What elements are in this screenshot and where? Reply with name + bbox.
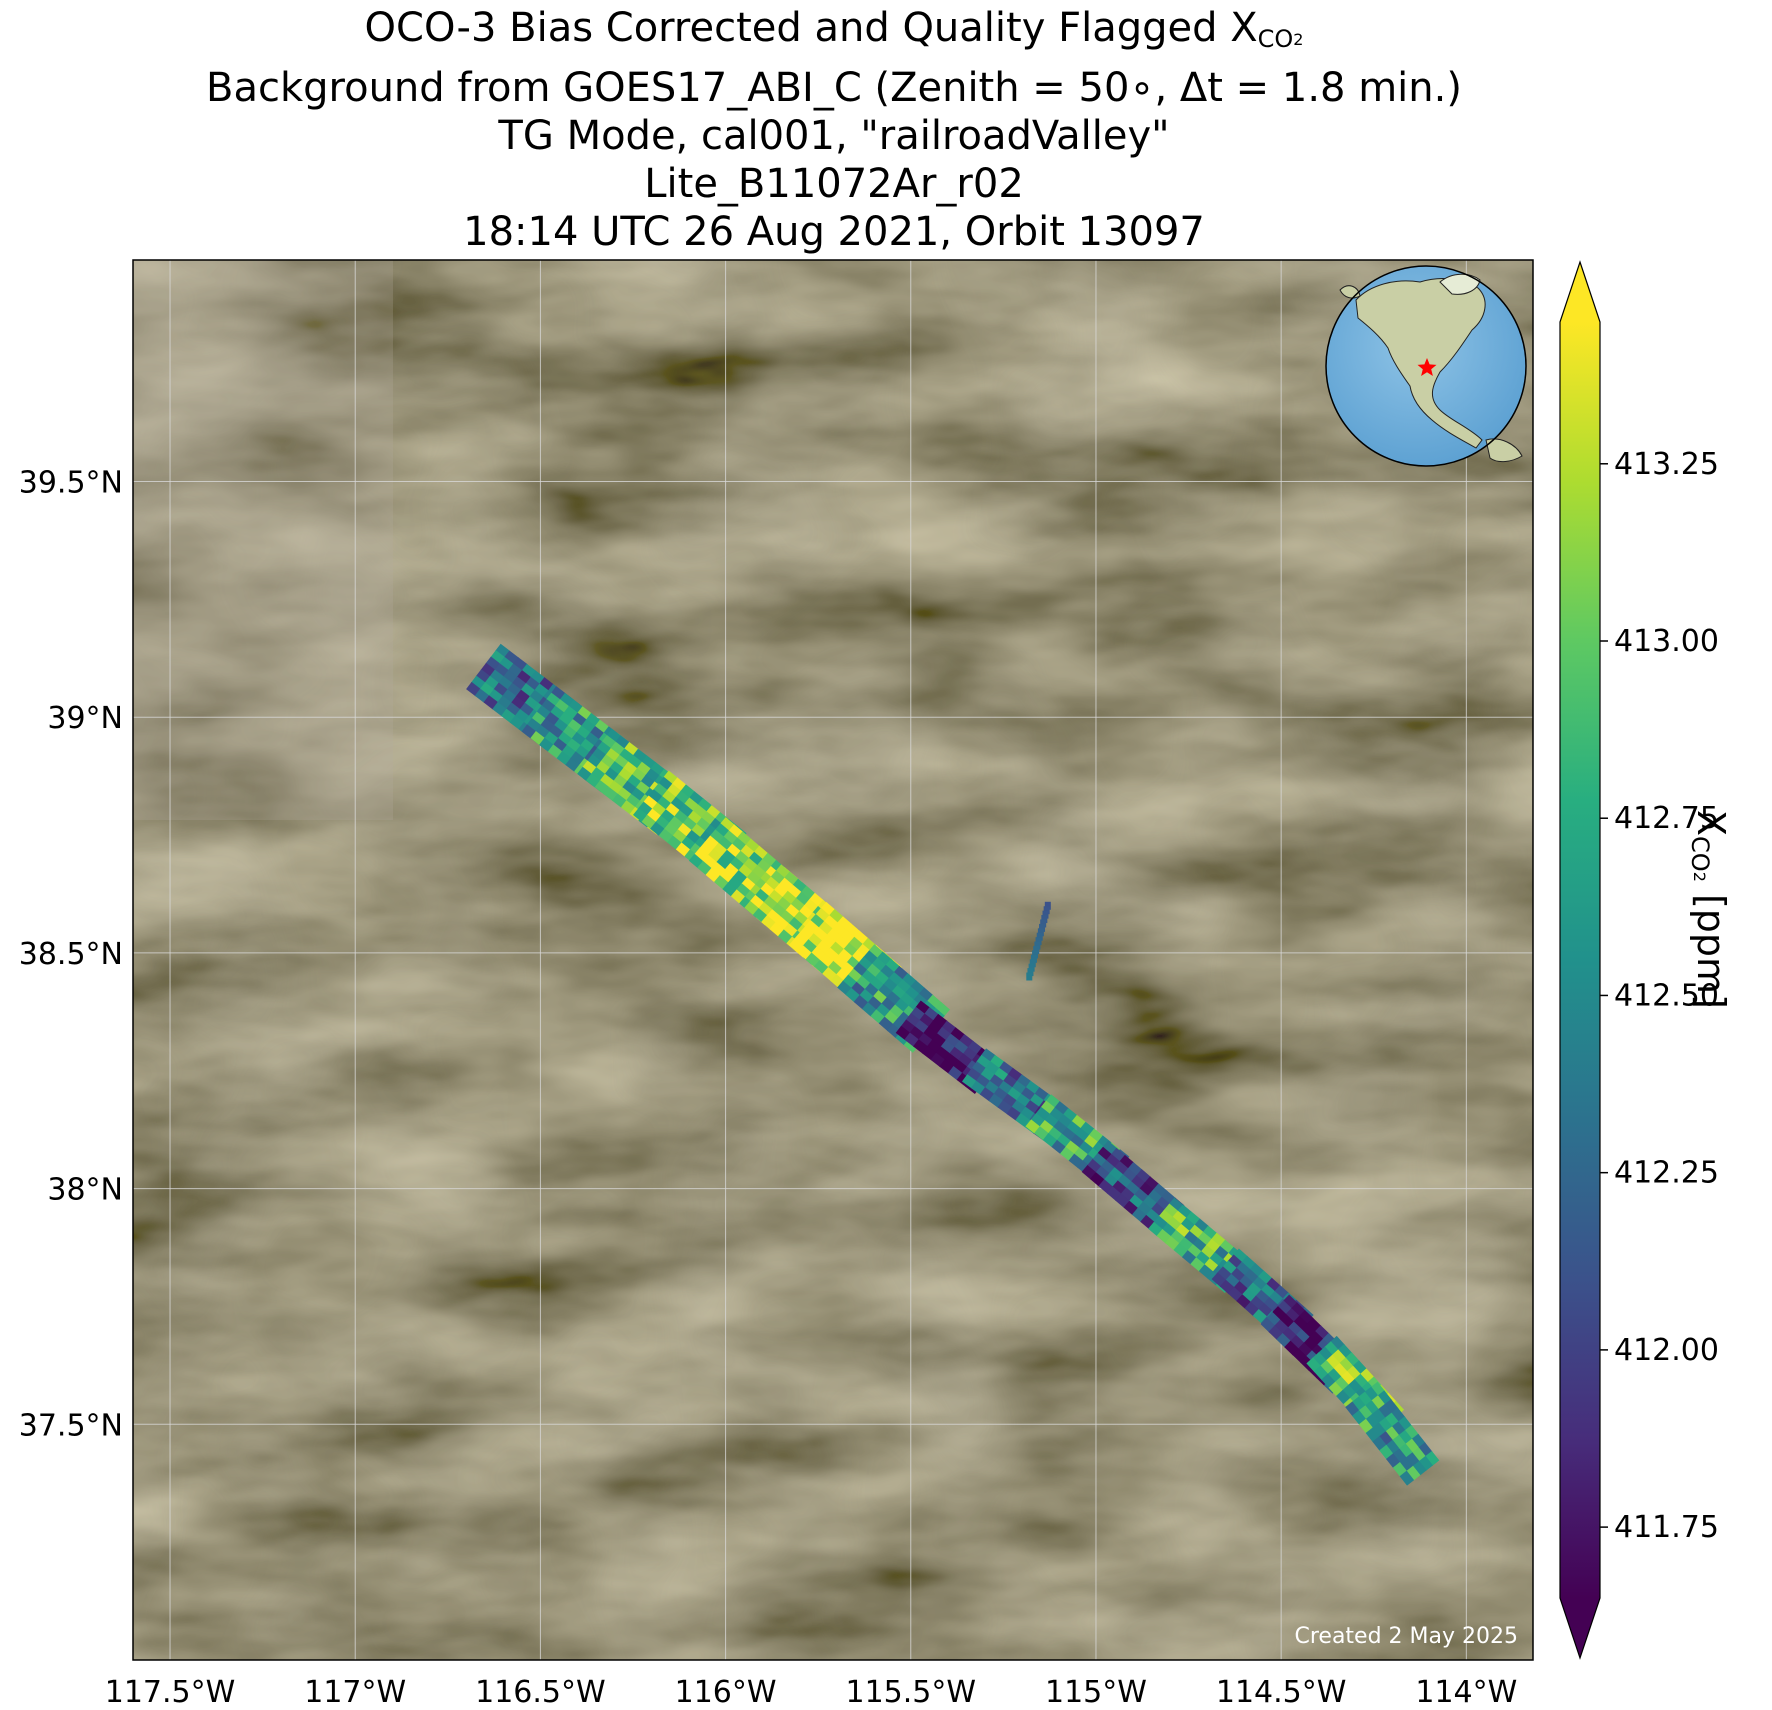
swath-branch-cell [1040,919,1047,928]
y-tick-label-0: 39.5°N [19,466,123,501]
swath-branch-cell [1035,937,1042,946]
swath-branch-cell [1039,923,1046,932]
colorbar-tick-label-0: 413.25 [1614,447,1719,482]
colorbar-extend-max [1560,262,1600,322]
title-line-3: TG Mode, cal001, "railroadValley" [498,113,1170,159]
colorbar-label-units: [ppm] [1689,881,1733,1009]
globe-outline [1325,265,1527,467]
colorbar-label-sub: CO [1686,836,1714,872]
y-tick-label-1: 39°N [47,701,123,736]
colorbar-label: XCO2 [ppm] [1673,810,1733,1110]
x-axis-ticks: 117.5°W 117°W 116.5°W 116°W 115.5°W 115°W 114.… [105,1675,1518,1710]
colorbar-tick-label-1: 413.00 [1614,624,1719,659]
globe-land-south-america [1485,438,1523,463]
x-tick-label-0: 117.5°W [105,1675,236,1710]
colorbar-outline [1559,260,1601,1660]
swath-branch-cell [1027,968,1034,977]
xco2-swath [466,643,1440,1486]
swath-branch-cell [1028,963,1035,972]
title-line-1-text: OCO-3 Bias Corrected and Quality Flagged… [364,5,1258,51]
inset-globe [1325,265,1527,467]
map-frame [132,259,1534,1661]
y-tick-label-3: 38°N [47,1173,123,1208]
title-line-1: OCO-3 Bias Corrected and Quality Flagged… [0,4,1668,64]
x-tick-label-4: 115.5°W [846,1675,977,1710]
x-tick-label-2: 116.5°W [475,1675,606,1710]
colorbar-tick-label-4: 412.25 [1614,1156,1719,1191]
title-line-2: Background from GOES17_ABI_C (Zenith = 5… [206,65,1462,111]
x-tick-label-3: 116°W [675,1675,777,1710]
colorbar-label-subsub: 2 [1690,871,1709,882]
colorbar-extend-min [1560,1598,1600,1658]
colorbar-gradient [1560,322,1600,1598]
swath-cell [1405,1465,1421,1481]
globe-land-greenland [1439,273,1481,295]
swath-branch-cell [1030,954,1037,963]
swath-branch [1026,901,1051,981]
swath-branch-cell [1036,932,1043,941]
swath-branch-cell [1033,945,1040,954]
colorbar-ticks: 413.25 413.00 412.75 412.50 412.25 412.00 411.… [1600,447,1719,1545]
swath-branch-cell [1041,915,1048,924]
colorbar-tick-label-6: 411.75 [1614,1510,1719,1545]
swath-cell [935,1001,951,1017]
title-line-4: Lite_B11072Ar_r02 [644,161,1024,207]
title-line-1-subsub: 2 [1293,30,1304,49]
swath-branch-cell [1029,959,1036,968]
colorbar: 413.25 413.00 412.75 412.50 412.25 412.00 411.… [1559,260,1719,1660]
x-tick-label-5: 115°W [1045,1675,1147,1710]
swath-cell [1412,1460,1427,1476]
swath-cell [1418,1455,1433,1471]
swath-branch-cell [1044,901,1051,910]
y-tick-label-4: 37.5°N [19,1408,123,1443]
colorbar-tick-label-3: 412.50 [1614,978,1719,1013]
swath-segment-12 [1148,1197,1252,1293]
colorbar-tick-label-5: 412.00 [1614,1333,1719,1368]
x-tick-label-6: 114.5°W [1216,1675,1347,1710]
y-axis-ticks: 39.5°N 39°N 38.5°N 38°N 37.5°N [19,466,123,1444]
x-tick-label-1: 117°W [304,1675,406,1710]
swath-branch-cell [1042,910,1049,919]
map-area: Created 2 May 2025 [133,260,1533,1660]
colorbar-tick-label-2: 412.75 [1614,801,1719,836]
swath-segment-16 [1345,1381,1440,1486]
west-haze [133,260,393,820]
swath-cell [1424,1450,1440,1466]
swath-branch-cell [1032,950,1039,959]
title-line-5: 18:14 UTC 26 Aug 2021, Orbit 13097 [463,209,1205,255]
y-tick-label-2: 38.5°N [19,937,123,972]
chart-title: OCO-3 Bias Corrected and Quality Flagged… [0,4,1668,256]
swath-cell [1399,1470,1415,1486]
swath-branch-cell [1034,941,1041,950]
location-star-icon [1417,358,1437,376]
colorbar-label-x: X [1689,810,1733,837]
swath-branch-cell [1037,928,1044,937]
swath-branch-cell [1043,906,1050,915]
credit-text: Created 2 May 2025 [1294,1624,1518,1649]
title-line-1-sub: CO [1257,25,1294,53]
x-tick-label-7: 114°W [1415,1675,1517,1710]
swath-branch-cell [1026,972,1033,981]
